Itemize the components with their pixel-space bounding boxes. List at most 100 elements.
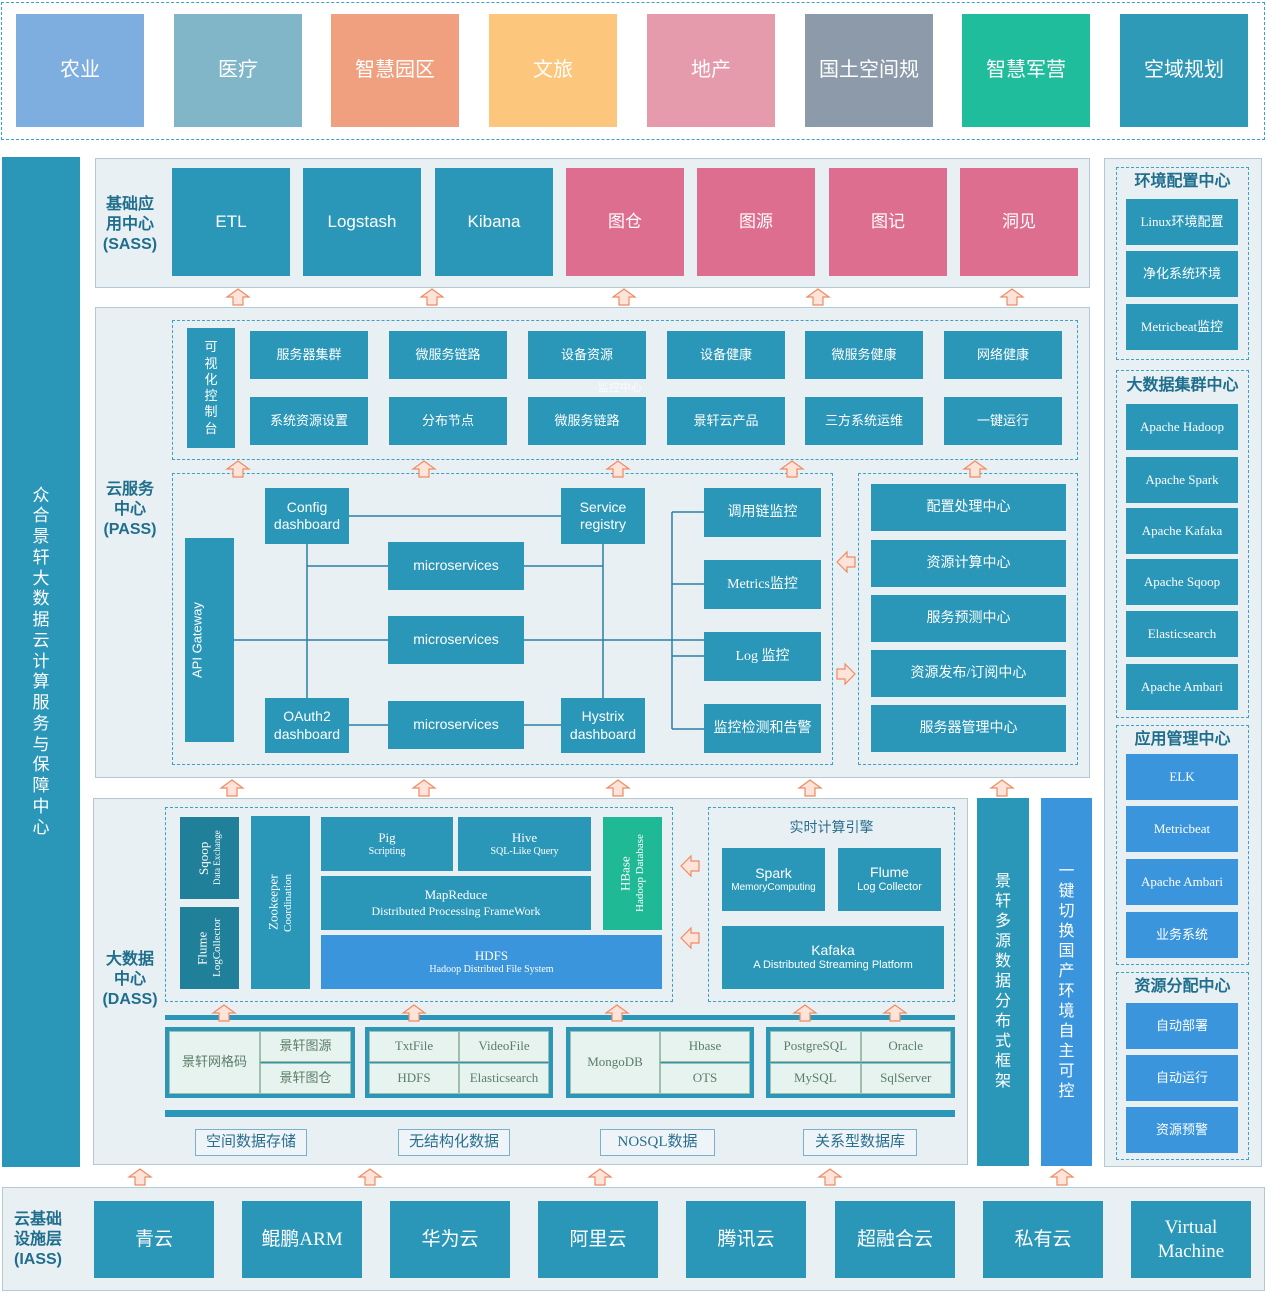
storage-cell-text: VideoFile [478,1038,530,1054]
storage-cell: OTS [660,1063,750,1094]
storage-category: 关系型数据库 [803,1129,917,1156]
storage-category-text: 无结构化数据 [408,1134,499,1151]
flow-arrow [1049,1168,1075,1186]
pig-title: Pig [378,829,396,845]
iass-item: 超融合云 [835,1201,955,1278]
storage-category-text: 关系型数据库 [814,1134,905,1151]
storage-cell-text: Oracle [888,1038,924,1054]
saas-app-text: ETL [215,212,247,232]
industry-box-text: 智慧军营 [986,59,1066,81]
flow-arrow [817,1168,843,1186]
teal-item: Metricbeat监控 [1126,304,1238,350]
storage-cell-text: HDFS [397,1070,431,1086]
iass-item-text: 鲲鹏ARM [261,1228,343,1250]
service-registry: Service registry [561,488,645,544]
hadoop-frame [165,807,673,1002]
teal-item: Apache Sqoop [1126,559,1238,605]
pass-label: 云服务中心(PASS) [100,470,160,550]
storage-cell-text: MySQL [793,1070,837,1086]
center-item-text: 资源计算中心 [926,555,1011,571]
flume: Flume LogCollector [180,907,239,989]
iass-item-text: 私有云 [1014,1228,1072,1250]
flume-subtitle: LogCollector [210,918,223,978]
saas-app-text: 图源 [739,212,773,232]
storage-category-text: NOSQL数据 [617,1134,698,1151]
industry-box-text: 国土空间规 [819,59,919,81]
flow-arrow [797,779,823,797]
industry-box: 国土空间规 [805,14,933,127]
divider [165,1110,955,1117]
storage-cell: HDFS [369,1063,459,1094]
console-item-text: 三方系统运维 [824,412,903,428]
console-item-text: 景轩云产品 [693,412,759,428]
console-item: 网络健康 [944,331,1062,379]
storage-cell-text: PostgreSQL [783,1038,848,1054]
storage-cell-text: 景轩图仓 [279,1070,332,1086]
console-item: 微服务链路 [389,331,507,379]
sqoop: Sqoop Data Exchange [180,817,239,899]
monitor-item: 调用链监控 [704,488,821,537]
teal-item-text: Linux环境配置 [1140,213,1224,229]
storage-cell: Hbase [660,1031,750,1062]
storage-cell: Elasticsearch [459,1063,549,1094]
microservice: microservices [388,542,524,590]
center-item: 服务器管理中心 [871,705,1066,752]
storage-cell-text: 景轩图源 [279,1038,332,1054]
spark-title: Spark [755,864,792,881]
hystrix-dashboard-text: Hystrix dashboard [569,708,637,742]
console-item: 系统资源设置 [250,397,368,445]
teal-item: Apache Spark [1126,457,1238,503]
flow-arrow [411,779,437,797]
saas-app: ETL [172,168,290,276]
teal-item: Apache Ambari [1126,664,1238,710]
mapreduce: MapReduce Distributed Processing FrameWor… [321,876,591,930]
oauth-dashboard: OAuth2 dashboard [265,698,349,753]
api-gateway: API Gateway [185,538,234,742]
hbase-subtitle: Hadoop Database [633,834,646,913]
center-item: 资源发布/订阅中心 [871,650,1066,697]
industry-box-text: 文旅 [533,59,573,81]
hbase-title: HBase [617,856,633,891]
domestic-bar-text: 一键切换国产环境自主可控 [1058,863,1075,1100]
storage-cell: 景轩图仓 [260,1063,351,1094]
storage-cell-text: Elasticsearch [469,1070,539,1086]
hive-subtitle: SQL-Like Query [490,845,559,857]
saas-app-text: 图仓 [608,212,642,232]
dass-label-text: 大数据中心(DASS) [102,951,158,1008]
industry-box-text: 医疗 [218,59,258,81]
storage-cell-text: Hbase [688,1038,722,1054]
industry-box-text: 智慧园区 [355,59,435,81]
flow-arrow [419,288,445,306]
center-item-text: 资源发布/订阅中心 [910,665,1027,681]
industry-box-text: 空域规划 [1144,59,1224,81]
console-item: 一键运行 [944,397,1062,445]
hystrix-dashboard: Hystrix dashboard [561,698,645,753]
industry-box: 空域规划 [1120,14,1248,127]
iass-item-text: 腾讯云 [717,1228,775,1250]
spark-subtitle: MemoryComputing [731,882,816,893]
kafka-subtitle: A Distributed Streaming Platform [753,959,913,972]
zookeeper: Zookeeper Coordination [251,816,310,989]
flume-rt-title: Flume [870,863,909,880]
microservice-text: microservices [413,557,499,574]
flow-arrow [225,288,251,306]
blue-item: Metricbeat [1126,806,1238,852]
iass-item-text: 阿里云 [569,1228,627,1250]
api-gateway-text: API Gateway [189,602,205,678]
iass-item: 腾讯云 [686,1201,806,1278]
spark: Spark MemoryComputing [722,848,825,911]
saas-app: Kibana [435,168,553,276]
console-item-text: 一键运行 [976,412,1029,428]
storage-cell: MySQL [770,1063,861,1094]
storage-cell-text: MongoDB [587,1054,643,1070]
console-item: 微服务链路 [528,397,646,445]
iass-item: 青云 [94,1201,214,1278]
mapreduce-subtitle: Distributed Processing FrameWork [371,903,541,918]
saas-app: 图源 [697,168,815,276]
console-item-text: 微服务链路 [415,346,481,362]
saas-app-text: Logstash [327,212,397,232]
flume-rt: Flume Log Collector [838,848,941,911]
storage-category-text: 空间数据存储 [205,1134,296,1151]
console-item-text: 设备健康 [699,346,752,362]
